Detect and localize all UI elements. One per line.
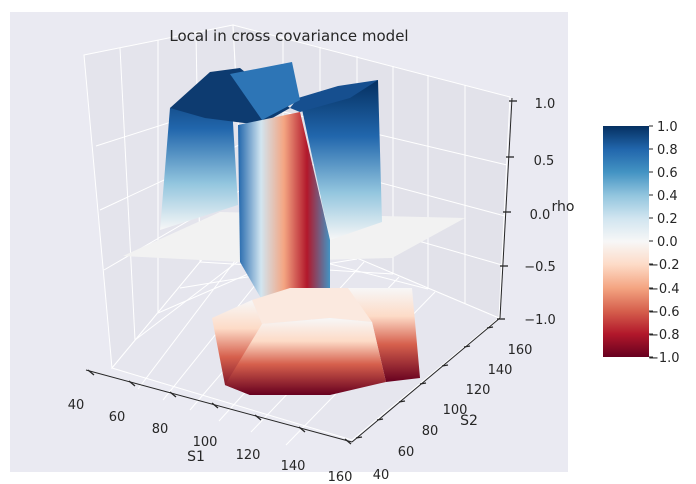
y-tick-label: 60 <box>398 445 415 460</box>
colorbar-tick-label: 0.8 <box>657 143 678 158</box>
surface-plot <box>123 62 465 395</box>
colorbar-tick-label: 1.0 <box>657 120 678 135</box>
colorbar-tick-label: −1.0 <box>648 351 680 366</box>
colorbar-tick-label: 0.0 <box>657 235 678 250</box>
x-tick-label: 140 <box>281 459 306 474</box>
colorbar-tick-label: −0.4 <box>648 282 680 297</box>
y-tick-label: 120 <box>466 383 491 398</box>
surface-center-strip <box>238 112 330 300</box>
surface-red-inner-floor <box>252 288 380 324</box>
colorbar-tick-label: 0.4 <box>657 189 678 204</box>
y-tick-label: 40 <box>373 468 390 483</box>
colorbar <box>603 126 649 357</box>
x-tick-label: 40 <box>68 398 85 413</box>
colorbar-tick-label: 0.2 <box>657 212 678 227</box>
colorbar-tick-label: −0.6 <box>648 305 680 320</box>
colorbar-ticks <box>649 125 653 358</box>
surface-blue-right-wall <box>300 80 382 240</box>
y-tick-label: 80 <box>422 424 439 439</box>
z-tick-label: 1.0 <box>535 97 556 112</box>
y-axis-label: S2 <box>460 413 478 429</box>
surface-red-floor <box>225 318 386 395</box>
z-tick-label: 0.0 <box>530 208 551 223</box>
colorbar-tick-label: −0.2 <box>648 258 680 273</box>
colorbar-tick-label: −0.8 <box>648 328 680 343</box>
colorbar-tick-label: 0.6 <box>657 166 678 181</box>
y-axis-line <box>351 317 501 443</box>
surface-red-right-wall <box>348 288 420 382</box>
y-tick-label: 100 <box>443 403 468 418</box>
x-tick-label: 160 <box>328 470 353 484</box>
z-axis-label: rho <box>552 199 575 215</box>
surface-back-ridge <box>230 62 300 120</box>
z-tick-label: −0.5 <box>524 260 556 275</box>
chart-title: Local in cross covariance model <box>169 27 408 45</box>
x-axis-label: S1 <box>187 449 205 465</box>
x-tick-label: 80 <box>152 422 169 437</box>
axis-ticks <box>87 100 517 445</box>
z-axis-line <box>499 97 513 319</box>
y-tick-label: 160 <box>508 343 533 358</box>
x-tick-label: 120 <box>236 448 261 463</box>
z-tick-label: −1.0 <box>524 313 556 328</box>
y-tick-label: 140 <box>488 363 513 378</box>
x-tick-label: 100 <box>193 435 218 450</box>
x-tick-label: 60 <box>109 410 126 425</box>
surface-blue-right-top <box>290 80 378 112</box>
z-tick-label: 0.5 <box>534 154 555 169</box>
